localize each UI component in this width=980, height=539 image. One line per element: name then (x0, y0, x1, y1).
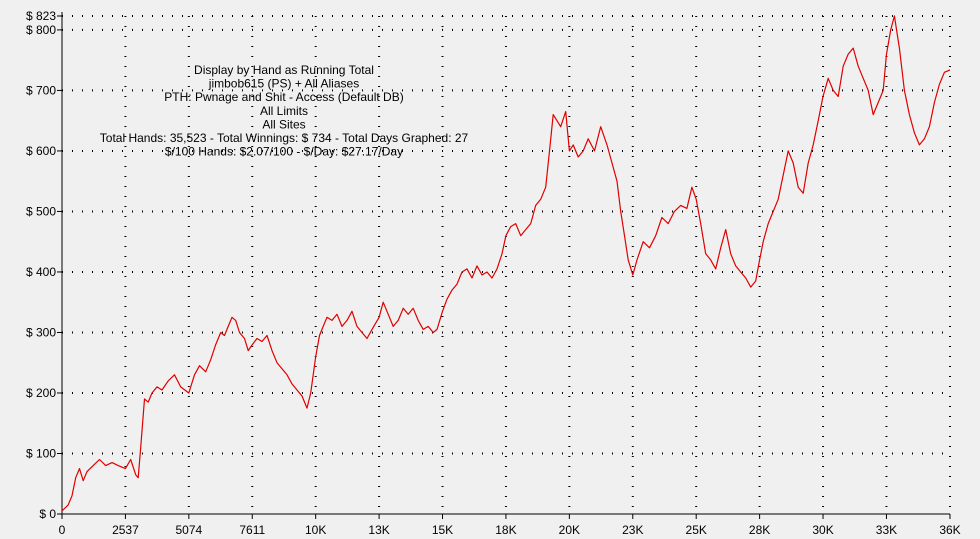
info-line: jimbob615 (PS) + All Aliases (208, 77, 359, 91)
x-tick-label: 2537 (112, 523, 139, 537)
axis-layer: $ 0 $ 100 $ 200 $ 300 $ 400 $ 500 $ 600 $ 700 $ … (26, 9, 961, 537)
series-layer (61, 15, 951, 512)
info-text-block: Display by Hand as Running Totaljimbob61… (100, 63, 469, 159)
x-tick-label: 36K (939, 523, 960, 537)
y-tick-label: $ 823 (26, 9, 56, 23)
x-tick-label: 5074 (175, 523, 202, 537)
x-tick-label: 18K (495, 523, 516, 537)
info-line: PTH: Pwnage and Shit - Access (Default D… (164, 90, 403, 104)
info-line: $/100 Hands: $2.07/100 - $/Day: $27.17/D… (165, 145, 403, 159)
series-line-0 (61, 15, 951, 512)
y-tick-label: $ 0 (39, 507, 56, 521)
x-tick-label: 30K (812, 523, 833, 537)
x-tick-label: 15K (432, 523, 453, 537)
y-tick-label: $ 500 (26, 204, 56, 218)
y-tick-label: $ 200 (26, 386, 56, 400)
x-tick-label: 25K (686, 523, 707, 537)
info-line: Display by Hand as Running Total (194, 63, 374, 77)
y-tick-label: $ 300 (26, 325, 56, 339)
grid-layer (62, 15, 951, 514)
info-line: All Limits (260, 104, 308, 118)
x-tick-label: 13K (368, 523, 389, 537)
y-tick-label: $ 600 (26, 144, 56, 158)
y-tick-label: $ 400 (26, 265, 56, 279)
x-tick-label: 23K (622, 523, 643, 537)
x-tick-label: 33K (876, 523, 897, 537)
info-line: All Sites (262, 117, 305, 131)
y-tick-label: $ 100 (26, 446, 56, 460)
x-tick-label: 0 (59, 523, 66, 537)
y-tick-label: $ 800 (26, 23, 56, 37)
x-tick-label: 20K (559, 523, 580, 537)
x-tick-label: 10K (305, 523, 326, 537)
x-tick-label: 28K (749, 523, 770, 537)
x-tick-label: 7611 (239, 523, 265, 537)
info-line: Total Hands: 35,523 - Total Winnings: $ … (100, 131, 469, 145)
y-tick-label: $ 700 (26, 83, 56, 97)
